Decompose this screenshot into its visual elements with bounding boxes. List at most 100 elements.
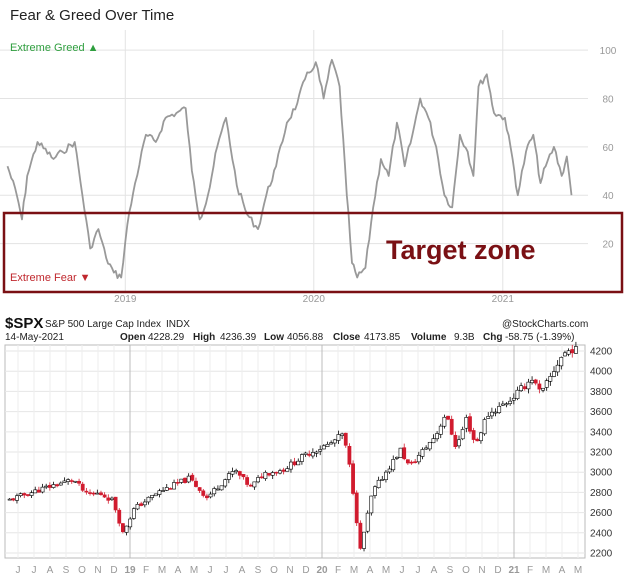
spx-x-tick-label: 20: [316, 565, 328, 576]
spx-candles: [7, 341, 578, 552]
spx-candle-body: [230, 471, 235, 475]
high-label: High: [193, 332, 215, 343]
spx-candle-body: [73, 480, 78, 483]
spx-x-tick-label: A: [559, 565, 566, 576]
spx-y-tick-label: 4000: [590, 367, 613, 378]
fear-greed-title: Fear & Greed Over Time: [10, 7, 175, 24]
spx-candle-body: [431, 438, 436, 444]
spx-candle-body: [398, 447, 403, 458]
spx-name: S&P 500 Large Cap Index: [45, 319, 161, 330]
spx-candle-body: [205, 495, 209, 499]
fg-x-tick-label: 2020: [303, 294, 326, 305]
spx-candle-body: [139, 503, 144, 506]
spx-candle-body: [80, 483, 85, 491]
spx-candle-body: [574, 346, 578, 354]
spx-candle-body: [566, 350, 571, 355]
spx-symbol: $SPX: [5, 315, 43, 332]
spx-candle-body: [438, 425, 443, 435]
spx-candle-body: [468, 416, 472, 432]
spx-candle-body: [373, 486, 377, 496]
spx-x-tick-label: N: [94, 565, 101, 576]
spx-x-tick-label: A: [175, 565, 182, 576]
spx-candle-body: [369, 495, 374, 514]
spx-candle-body: [172, 482, 176, 490]
spx-candle-body: [15, 495, 19, 501]
spx-candle-body: [460, 429, 465, 440]
spx-candle-body: [292, 461, 297, 466]
open-value: 4228.29: [148, 332, 185, 343]
fg-y-ticks: 100 80 60 40 20: [600, 46, 617, 251]
spx-candle-body: [179, 478, 184, 483]
spx-candle-body: [113, 496, 118, 511]
spx-candle-body: [504, 403, 509, 406]
spx-candle-body: [44, 485, 49, 488]
spx-candle-body: [131, 508, 136, 519]
fg-x-tick-label: 2021: [492, 294, 515, 305]
spx-candle-body: [161, 490, 165, 492]
spx-candle-body: [7, 498, 12, 501]
spx-x-tick-label: M: [190, 565, 198, 576]
spx-candle-body: [77, 480, 81, 484]
open-label: Open: [120, 332, 146, 343]
spx-candle-body: [325, 443, 330, 447]
spx-candle-body: [267, 473, 271, 476]
spx-candle-body: [380, 479, 385, 481]
spx-candle-body: [164, 487, 169, 491]
spx-candle-body: [47, 484, 52, 488]
spx-candle-body: [533, 379, 538, 384]
spx-candle-body: [219, 485, 224, 491]
spx-candle-body: [508, 400, 513, 404]
spx-candle-body: [124, 525, 129, 533]
spx-candle-body: [121, 523, 125, 533]
spx-x-tick-label: D: [110, 565, 117, 576]
spx-x-tick-label: O: [270, 565, 278, 576]
spx-candle-body: [464, 417, 469, 429]
spx-candle-body: [489, 411, 494, 417]
spx-candle-body: [307, 453, 312, 456]
spx-candle-body: [321, 445, 326, 450]
spx-candle-body: [541, 387, 545, 391]
spx-y-tick-label: 4200: [590, 347, 613, 358]
fg-y-tick-label: 20: [602, 240, 614, 251]
spx-candle-body: [358, 522, 363, 549]
spx-x-tick-label: 19: [124, 565, 136, 576]
spx-candle-body: [281, 469, 286, 472]
spx-x-tick-label: N: [286, 565, 293, 576]
spx-candle-body: [245, 477, 250, 485]
extreme-fear-label: Extreme Fear ▼: [10, 272, 91, 284]
spx-candle-body: [223, 479, 228, 487]
spx-y-tick-label: 2200: [590, 548, 613, 559]
spx-candle-body: [146, 496, 151, 503]
spx-candle-body: [424, 447, 429, 450]
spx-candle-body: [446, 415, 450, 420]
high-value: 4236.39: [220, 332, 257, 343]
spx-candle-body: [215, 488, 220, 491]
spx-candle-body: [29, 492, 34, 496]
spx-candle-body: [555, 364, 560, 373]
fg-grid: [0, 30, 588, 292]
spx-candle-body: [201, 490, 206, 496]
spx-candle-body: [183, 477, 187, 483]
spx-y-tick-label: 3800: [590, 387, 613, 398]
spx-candle-body: [416, 455, 421, 463]
volume-label: Volume: [411, 332, 447, 343]
spx-chart: $SPX S&P 500 Large Cap Index INDX @Stock…: [4, 315, 613, 576]
spx-candle-body: [332, 439, 337, 444]
spx-candle-body: [544, 380, 549, 388]
spx-candle-body: [570, 349, 575, 354]
spx-x-tick-label: M: [158, 565, 166, 576]
spx-candle-body: [479, 432, 483, 442]
spx-candle-body: [362, 531, 366, 549]
spx-y-tick-label: 3200: [590, 448, 613, 459]
chg-label: Chg: [483, 332, 502, 343]
spx-candle-body: [471, 430, 476, 440]
spx-candle-body: [376, 479, 381, 489]
spx-y-tick-label: 2600: [590, 508, 613, 519]
spx-x-tick-label: D: [302, 565, 309, 576]
spx-candle-body: [51, 484, 56, 488]
spx-candle-body: [197, 487, 202, 491]
spx-candle-body: [343, 432, 348, 446]
spx-candle-body: [559, 357, 564, 367]
spx-candle-body: [84, 490, 89, 493]
spx-candle-body: [453, 434, 458, 447]
